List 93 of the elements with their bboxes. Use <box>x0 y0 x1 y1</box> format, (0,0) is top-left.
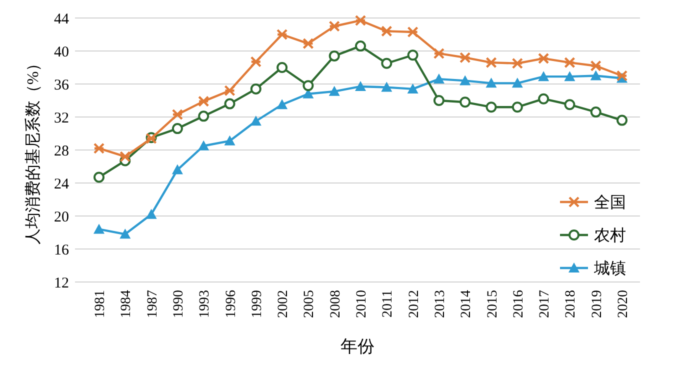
point <box>460 75 471 86</box>
point <box>564 99 576 110</box>
point <box>94 224 104 234</box>
x-tick-label: 1981 <box>93 290 108 318</box>
point <box>381 58 392 69</box>
point <box>460 52 471 64</box>
point <box>276 28 288 40</box>
point <box>302 38 314 50</box>
point <box>512 58 523 69</box>
point <box>590 70 602 80</box>
point <box>120 151 131 162</box>
y-tick-label: 44 <box>54 11 70 28</box>
point <box>486 56 497 68</box>
x-tick-label: 2011 <box>380 290 396 318</box>
point <box>146 208 157 219</box>
point <box>93 142 105 154</box>
point <box>94 172 104 183</box>
point <box>198 96 210 107</box>
legend-label: 全国 <box>594 194 626 212</box>
point <box>328 86 340 96</box>
point <box>407 83 418 94</box>
point <box>172 108 184 120</box>
x-tick-label: 2013 <box>432 290 448 318</box>
point <box>172 164 183 174</box>
x-tick-label: 1996 <box>224 290 239 318</box>
x-tick-label: 1993 <box>198 290 213 318</box>
x-tick-label: 1984 <box>119 290 134 318</box>
point <box>486 78 497 88</box>
x-tick-label: 2012 <box>406 290 422 318</box>
point <box>198 140 210 150</box>
point <box>407 50 418 61</box>
point <box>433 74 444 84</box>
point <box>381 82 392 92</box>
point <box>302 80 314 92</box>
x-tick-label: 1990 <box>171 290 186 318</box>
point <box>538 52 550 64</box>
point <box>616 114 628 126</box>
y-tick-label: 16 <box>54 242 70 258</box>
point <box>433 95 444 106</box>
y-tick-label: 28 <box>54 143 69 160</box>
y-axis-title: 人均消费的基尼系数（%） <box>24 55 42 245</box>
point <box>328 20 340 32</box>
x-tick-label: 2005 <box>302 290 318 318</box>
x-tick-label: 2020 <box>616 290 631 318</box>
point <box>538 93 550 104</box>
point <box>276 99 288 110</box>
point <box>354 14 366 26</box>
y-tick-label: 12 <box>54 275 69 292</box>
y-tick-label: 36 <box>54 77 70 94</box>
point <box>564 56 576 68</box>
point <box>407 26 418 38</box>
point <box>328 50 340 62</box>
point <box>355 80 366 91</box>
point <box>433 48 445 60</box>
point <box>381 26 392 37</box>
point <box>120 228 131 239</box>
point <box>355 40 366 52</box>
point <box>224 135 236 146</box>
point <box>276 62 288 73</box>
legend-label: 农村 <box>594 226 626 245</box>
x-tick-label: 2015 <box>485 290 500 318</box>
x-tick-label: 2002 <box>276 290 292 318</box>
point <box>250 83 262 94</box>
point <box>486 102 497 113</box>
point <box>564 71 576 82</box>
point <box>198 110 210 122</box>
y-tick-label: 40 <box>54 44 69 60</box>
point <box>512 78 523 88</box>
point <box>224 85 236 96</box>
point <box>512 102 523 113</box>
point <box>250 116 262 126</box>
x-tick-label: 2010 <box>354 290 370 318</box>
y-tick-label: 24 <box>54 176 70 192</box>
x-tick-label: 2014 <box>459 290 474 318</box>
x-tick-label: 2019 <box>590 290 605 318</box>
point <box>538 71 550 82</box>
y-tick-label: 32 <box>54 110 69 126</box>
x-tick-label: 1987 <box>145 290 160 318</box>
x-tick-label: 2017 <box>538 290 553 318</box>
point <box>250 56 262 68</box>
legend-label: 城镇 <box>593 260 626 278</box>
point <box>616 70 628 82</box>
y-tick-label: 20 <box>54 209 69 226</box>
x-tick-label: 1999 <box>250 290 265 318</box>
x-tick-label: 2016 <box>511 290 526 318</box>
x-tick-label: 2018 <box>564 290 579 318</box>
x-axis-title: 年份 <box>340 337 374 356</box>
point <box>224 98 236 110</box>
point <box>590 60 602 72</box>
point <box>172 123 183 134</box>
point <box>590 106 602 118</box>
x-tick-label: 2008 <box>328 290 344 318</box>
point <box>460 96 471 108</box>
